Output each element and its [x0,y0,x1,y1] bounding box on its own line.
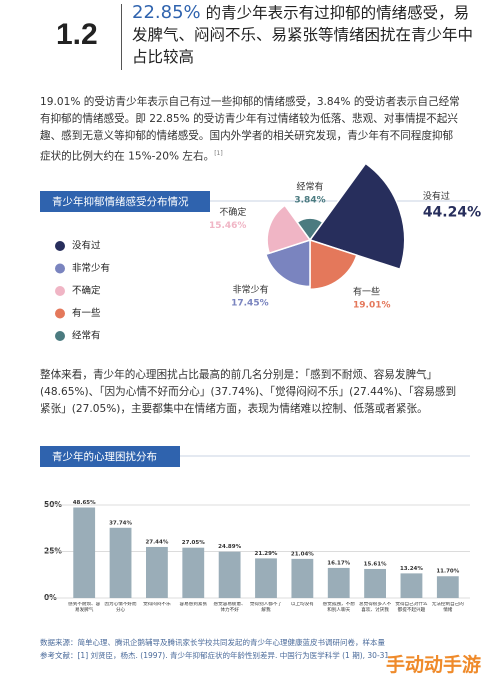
slice-value-label: 17.45% [231,298,269,308]
x-tick-label-box: 因为心情不好而分心 [104,602,137,613]
bar-value-label: 21.29% [255,551,278,557]
bar-value-label: 24.89% [218,544,241,550]
paragraph: 19.01% 的受访青少年表示自己有过一些抑郁的情绪感受，3.84% 的受访者表… [40,94,460,166]
x-tick-label: 觉得自己对什么都提不起兴趣 [395,602,428,613]
x-tick-label-box: 容易感到紧张 [179,602,208,607]
legend-label: 没有过 [72,240,101,252]
legend-label: 有一些 [72,307,101,319]
x-tick-label: 感觉容易疲惫、体力不好 [213,602,246,613]
bar-value-label: 16.17% [327,560,350,566]
divider [121,4,122,70]
chart-title: 青少年抑郁情绪感受分布情况 [52,195,189,208]
x-tick-label-box: 觉得闷闷不乐 [143,602,171,607]
bar-value-label: 48.65% [73,500,96,506]
paragraph-text: 19.01% 的受访青少年表示自己有过一些抑郁的情绪感受，3.84% 的受访者表… [40,96,460,163]
x-tick-label-box: 以上均没有 [290,602,314,607]
x-tick-label-box: 无法控制自己的情绪 [431,602,464,613]
rose-slice [309,238,358,290]
bar [327,567,350,598]
x-tick-label-box: 感觉容易疲惫、体力不好 [213,602,246,613]
legend-swatch [55,263,65,274]
slice-value-label: 19.01% [353,301,391,311]
rose-slice [308,162,406,271]
slice-name: 不确定 [219,206,246,218]
footnote: [1] [214,150,223,157]
y-tick-label: 50% [44,500,62,509]
headline: 22.85% 的青少年表示有过抑郁的情绪感受，易发脾气、闷闷不乐、易紧张等情绪困… [132,2,477,68]
section-number: 1.2 [56,18,98,51]
x-tick-label: 总觉得很多人不喜欢、讨厌我 [359,602,392,613]
bar [218,551,241,598]
slice-name: 非常少有 [233,283,269,295]
x-tick-label-box: 觉得别人都不了解我 [249,602,283,613]
reference: 参考文献：[1] 刘贤臣，杨杰. (1997). 青少年抑郁症状的年龄性别差异.… [40,651,392,660]
legend-swatch [55,308,65,319]
x-tick-label-box: 感到不耐烦、容易发脾气 [68,602,101,613]
charts: 青少年抑郁情绪感受分布情况 青少年的心理困扰分布 没有过非常少有不确定有一些经常… [40,162,481,613]
y-tick-label: 25% [44,547,62,556]
x-tick-label: 以上均没有 [290,602,314,607]
x-tick-label: 因为心情不好而分心 [104,602,137,613]
x-tick-label: 觉得闷闷不乐 [143,602,171,607]
slice-value-label: 3.84% [294,196,325,206]
watermark: 手动动手游 [386,654,482,676]
bar [255,558,277,598]
slice-value-label: 44.24% [423,204,481,220]
legend-label: 不确定 [72,285,101,297]
bar-value-label: 37.74% [109,520,132,526]
bar-value-label: 15.61% [364,561,387,567]
bar-value-label: 27.05% [182,540,205,546]
bar [291,558,314,598]
legend-label: 非常少有 [72,262,110,274]
bar [109,527,132,598]
x-tick-label-box: 总觉得很多人不喜欢、讨厌我 [359,602,392,613]
source: 数据来源：简单心理、腾讯企鹅辅导及腾讯家长学校共同发起的青少年心理健康蓝皮书调研… [40,638,385,647]
x-tick-label: 感觉孤独，不想和别人聊天 [322,602,355,613]
rose-slice [264,238,311,288]
x-tick-label: 无法控制自己的情绪 [431,602,464,613]
bar [436,576,459,598]
legend-label: 经常有 [72,330,101,342]
bar [73,507,96,598]
bar [146,546,168,598]
x-tick-label: 感到不耐烦、容易发脾气 [68,602,101,613]
paragraph: 整体来看，青少年的心理困扰占比最高的前几名分别是：「感到不耐烦、容易发脾气」(4… [40,369,457,415]
legend-swatch [55,286,65,296]
bar-value-label: 21.04% [291,551,314,557]
x-tick-label: 容易感到紧张 [179,602,208,607]
slice-name: 有一些 [353,286,380,298]
bar-value-label: 27.44% [145,539,168,545]
headline-text: 的青少年表示有过抑郁的情绪感受，易发脾气、闷闷不乐、易紧张等情绪困扰在青少年中占… [132,4,474,66]
title-box [40,446,180,467]
legend-swatch [55,241,65,251]
slice-name: 没有过 [423,190,450,202]
bar [400,573,423,598]
bar [182,547,205,598]
slice-value-label: 15.46% [209,221,247,231]
bar [364,568,386,598]
headline-highlight: 22.85% [132,2,201,23]
bar-value-label: 13.24% [400,566,423,572]
bar-value-label: 11.70% [436,569,459,575]
slice-name: 经常有 [296,181,323,193]
rose-slice [266,204,312,255]
x-tick-label-box: 觉得自己对什么都提不起兴趣 [395,602,428,613]
title-box [40,191,210,212]
x-tick-label-box: 感觉孤独，不想和别人聊天 [322,602,355,613]
chart-title: 青少年的心理困扰分布 [52,450,157,463]
x-tick-label: 觉得别人都不了解我 [249,602,283,613]
legend-swatch [55,331,65,341]
y-tick-label: 0% [44,593,57,602]
